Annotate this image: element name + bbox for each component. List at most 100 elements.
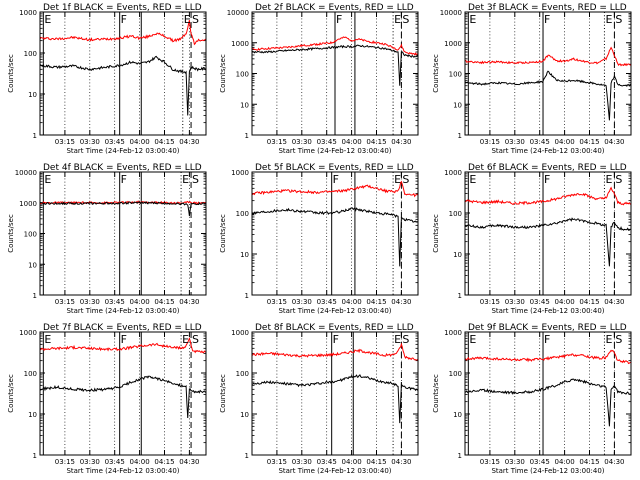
x-tick-label: 03:45 <box>317 138 337 146</box>
panel-title: Det 3f BLACK = Events, RED = LLD <box>468 3 627 13</box>
marker-label: E <box>394 13 401 26</box>
y-axis-label: Counts/sec <box>432 54 440 93</box>
y-tick-label: 10 <box>28 91 37 99</box>
panel-title: Det 8f BLACK = Events, RED = LLD <box>255 323 414 333</box>
marker-label: F <box>333 173 339 186</box>
y-axis-label: Counts/sec <box>219 374 227 413</box>
x-tick-label: 03:30 <box>505 458 525 466</box>
y-tick-label: 100 <box>449 370 462 378</box>
panel-title: Det 5f BLACK = Events, RED = LLD <box>255 163 414 173</box>
x-tick-label: 04:00 <box>555 458 575 466</box>
x-tick-label: 03:30 <box>505 298 525 306</box>
series-line <box>252 44 418 86</box>
series-line <box>465 46 631 67</box>
y-tick-label: 100 <box>449 71 462 79</box>
x-axis-label: Start Time (24-Feb-12 03:00:40) <box>491 147 604 155</box>
x-tick-label: 04:15 <box>366 298 386 306</box>
x-tick-label: 03:30 <box>292 458 312 466</box>
panel-5: Det 5f BLACK = Events, RED = LLD Counts/s… <box>219 163 419 315</box>
x-tick-label: 03:15 <box>267 458 287 466</box>
x-tick-label: 03:30 <box>292 298 312 306</box>
x-tick-label: 04:15 <box>154 298 174 306</box>
marker-label: E <box>605 13 612 26</box>
x-tick-label: 04:00 <box>555 298 575 306</box>
x-axis-label: Start Time (24-Feb-12 03:00:40) <box>278 307 391 315</box>
x-tick-label: 04:30 <box>179 298 199 306</box>
x-tick-label: 03:15 <box>480 458 500 466</box>
y-tick-label: 10000 <box>227 9 249 17</box>
x-tick-label: 04:00 <box>342 458 362 466</box>
panel-7: Det 7f BLACK = Events, RED = LLD Counts/s… <box>7 323 207 475</box>
x-tick-label: 04:00 <box>342 298 362 306</box>
plot-area <box>252 12 418 135</box>
panel-title: Det 6f BLACK = Events, RED = LLD <box>468 163 627 173</box>
x-tick-label: 04:00 <box>342 138 362 146</box>
y-axis-label: Counts/sec <box>7 374 15 413</box>
y-tick-label: 1 <box>245 452 249 460</box>
series-line <box>465 70 631 121</box>
x-tick-label: 04:15 <box>154 138 174 146</box>
x-tick-label: 03:30 <box>80 458 100 466</box>
x-tick-label: 03:15 <box>55 298 75 306</box>
marker-label: F <box>333 333 339 346</box>
plot-area <box>465 172 631 295</box>
y-tick-label: 1000 <box>19 200 37 208</box>
marker-label: E <box>394 173 401 186</box>
marker-label: F <box>121 13 127 26</box>
plot-area <box>252 332 418 455</box>
marker-label: E <box>469 173 476 186</box>
marker-label: S <box>192 173 199 186</box>
axes-frame <box>39 171 207 296</box>
series-line <box>40 336 206 354</box>
x-tick-label: 04:30 <box>179 458 199 466</box>
y-tick-label: 1 <box>458 132 462 140</box>
y-axis-label: Counts/sec <box>7 54 15 93</box>
panel-6: Det 6f BLACK = Events, RED = LLD Counts/s… <box>432 163 632 315</box>
y-tick-label: 100 <box>24 370 37 378</box>
panel-title: Det 1f BLACK = Events, RED = LLD <box>43 3 202 13</box>
plot-area <box>465 332 631 455</box>
x-tick-label: 04:30 <box>604 458 624 466</box>
marker-label: E <box>605 173 612 186</box>
plot-area <box>40 172 206 295</box>
x-axis-label: Start Time (24-Feb-12 03:00:40) <box>66 467 179 475</box>
marker-label: E <box>394 333 401 346</box>
axes-frame <box>464 331 632 456</box>
panel-4: Det 4f BLACK = Events, RED = LLD Counts/s… <box>7 163 207 315</box>
x-tick-label: 03:45 <box>530 458 550 466</box>
y-axis-label: Counts/sec <box>219 54 227 93</box>
marker-label: E <box>44 13 51 26</box>
series-line <box>465 349 631 365</box>
series-line <box>252 36 418 56</box>
axes-frame <box>251 11 419 136</box>
x-tick-label: 03:45 <box>105 298 125 306</box>
plot-area <box>40 332 206 455</box>
series-line <box>252 342 418 361</box>
x-tick-label: 04:30 <box>391 458 411 466</box>
x-axis-label: Start Time (24-Feb-12 03:00:40) <box>491 467 604 475</box>
axes-frame <box>464 171 632 296</box>
panel-8: Det 8f BLACK = Events, RED = LLD Counts/s… <box>219 323 419 475</box>
marker-label: F <box>544 13 550 26</box>
marker-label: S <box>192 333 199 346</box>
x-tick-label: 03:15 <box>480 298 500 306</box>
plot-area <box>465 12 631 135</box>
x-tick-label: 03:45 <box>105 138 125 146</box>
marker-label: F <box>544 333 550 346</box>
y-tick-label: 1 <box>33 452 37 460</box>
axes-frame <box>464 11 632 136</box>
panel-9: Det 9f BLACK = Events, RED = LLD Counts/s… <box>432 323 632 475</box>
y-tick-label: 1000 <box>444 329 462 337</box>
y-tick-label: 10000 <box>15 169 37 177</box>
panel-title: Det 7f BLACK = Events, RED = LLD <box>43 323 202 333</box>
marker-label: E <box>469 13 476 26</box>
y-tick-label: 100 <box>24 50 37 58</box>
x-tick-label: 03:15 <box>55 138 75 146</box>
y-tick-label: 10 <box>453 411 462 419</box>
x-tick-label: 04:30 <box>391 298 411 306</box>
marker-label: S <box>192 13 199 26</box>
y-tick-label: 1000 <box>19 9 37 17</box>
x-tick-label: 03:45 <box>317 298 337 306</box>
marker-label: F <box>544 173 550 186</box>
